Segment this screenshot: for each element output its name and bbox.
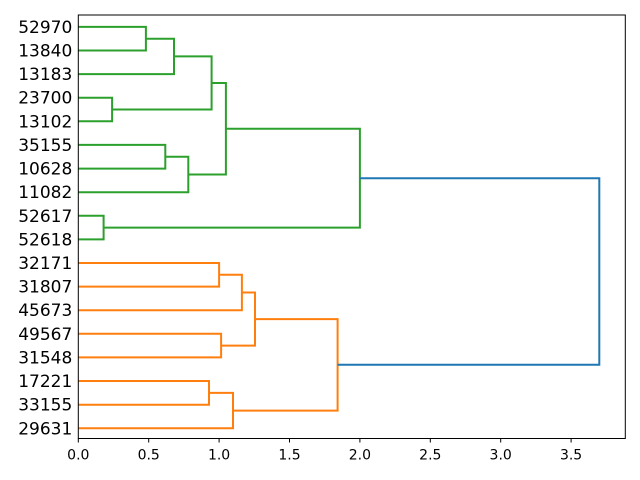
x-tick-label-1.5: 1.5: [278, 448, 300, 464]
leaf-label-52617: 52617: [18, 207, 72, 227]
x-tick-label-0.5: 0.5: [138, 448, 160, 464]
x-tick-label-0.0: 0.0: [67, 448, 89, 464]
leaf-label-32171: 32171: [18, 254, 72, 274]
leaf-label-10628: 10628: [18, 160, 72, 180]
leaf-label-29631: 29631: [18, 419, 72, 439]
leaf-label-52618: 52618: [18, 230, 72, 250]
dendrogram-link-M17: [337, 177, 601, 366]
leaf-label-35155: 35155: [18, 136, 72, 156]
leaf-label-13183: 13183: [18, 65, 72, 85]
leaf-label-49567: 49567: [18, 325, 72, 345]
leaf-label-17221: 17221: [18, 372, 72, 392]
leaf-label-31807: 31807: [18, 278, 72, 298]
leaf-label-52970: 52970: [18, 18, 72, 38]
leaf-label-11082: 11082: [18, 183, 72, 203]
leaf-label-31548: 31548: [18, 348, 72, 368]
leaf-label-33155: 33155: [18, 396, 72, 416]
axes-spines: [77, 14, 626, 439]
x-tick-label-3.5: 3.5: [560, 448, 582, 464]
x-tick-label-1.0: 1.0: [208, 448, 230, 464]
leaf-label-13840: 13840: [18, 42, 72, 62]
x-tick-label-2.5: 2.5: [419, 448, 441, 464]
x-tick-label-2.0: 2.0: [349, 448, 371, 464]
leaf-label-13102: 13102: [18, 112, 72, 132]
x-tick-label-3.0: 3.0: [490, 448, 512, 464]
leaf-label-45673: 45673: [18, 301, 72, 321]
leaf-label-23700: 23700: [18, 89, 72, 109]
